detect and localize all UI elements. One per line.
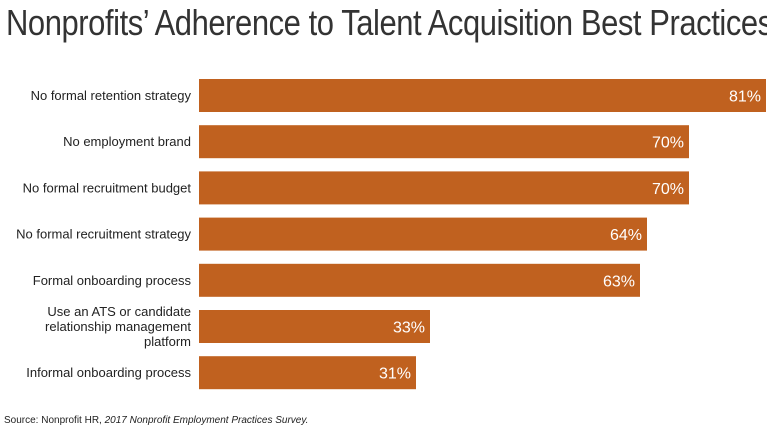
category-label-line: Informal onboarding process (26, 365, 191, 380)
category-label-line: relationship management (45, 319, 191, 334)
category-label-line: No formal retention strategy (31, 88, 192, 103)
bar-value-label: 33% (393, 320, 425, 337)
bar (199, 356, 416, 390)
bar (199, 79, 766, 112)
bar (199, 125, 689, 159)
category-label: No employment brand (63, 134, 191, 149)
bar-value-label: 31% (379, 366, 411, 383)
source-publication: 2017 Nonprofit Employment Practices Surv… (104, 415, 309, 426)
category-label-line: Use an ATS or candidate (47, 304, 191, 319)
category-label: Informal onboarding process (26, 365, 191, 380)
bar-value-label: 81% (729, 89, 761, 106)
bar (199, 171, 689, 205)
category-label: No formal recruitment strategy (16, 227, 191, 242)
category-label-line: No formal recruitment budget (23, 180, 192, 195)
category-label: Use an ATS or candidate relationship mana… (45, 304, 191, 349)
category-label-line: Formal onboarding process (33, 273, 192, 288)
bar (199, 310, 430, 343)
category-label: No formal retention strategy (31, 88, 192, 103)
category-label-line: No employment brand (63, 134, 191, 149)
category-label: Formal onboarding process (33, 273, 192, 288)
chart-title: Nonprofits’ Adherence to Talent Acquisit… (6, 2, 767, 43)
bar-value-label: 63% (603, 273, 635, 290)
bar (199, 217, 647, 251)
bar-value-label: 70% (652, 135, 684, 152)
bar-value-label: 70% (652, 181, 684, 198)
category-label: No formal recruitment budget (23, 180, 192, 195)
category-label-line: platform (144, 334, 191, 349)
source-prefix: Source: Nonprofit HR, (4, 415, 105, 426)
bar (199, 263, 640, 297)
source-note: Source: Nonprofit HR, 2017 Nonprofit Emp… (4, 415, 308, 426)
bar-value-label: 64% (610, 227, 642, 244)
category-label-line: No formal recruitment strategy (16, 227, 191, 242)
